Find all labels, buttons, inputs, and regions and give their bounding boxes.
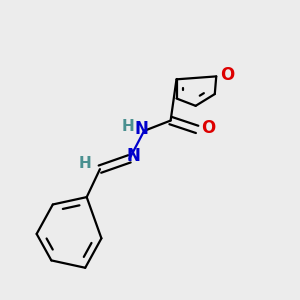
Text: N: N <box>134 120 148 138</box>
Text: N: N <box>127 147 141 165</box>
Text: H: H <box>122 119 134 134</box>
Text: O: O <box>201 119 215 137</box>
Text: O: O <box>220 66 235 84</box>
Text: H: H <box>79 156 92 171</box>
